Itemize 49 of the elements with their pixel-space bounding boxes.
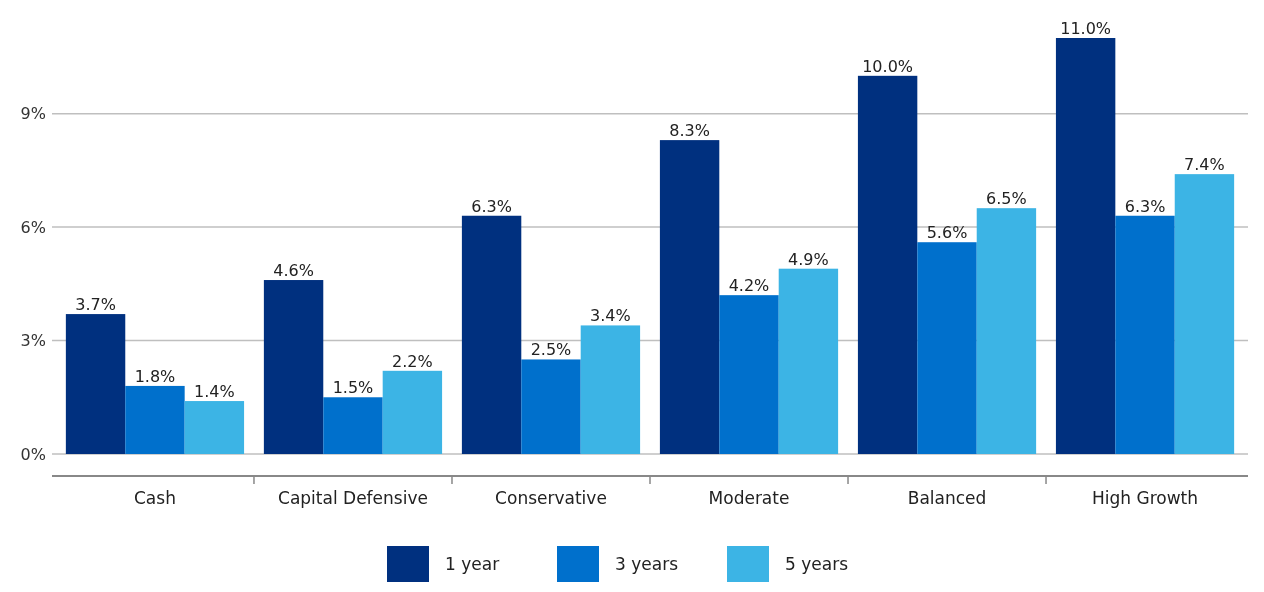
bar <box>1174 174 1235 454</box>
bar <box>1055 38 1116 454</box>
x-tick-label: Conservative <box>495 488 607 508</box>
y-tick-label: 6% <box>20 217 46 237</box>
data-label: 1.8% <box>134 366 176 386</box>
x-tick-label: Balanced <box>907 488 987 508</box>
bar <box>323 397 383 454</box>
x-tick-label: Capital Defensive <box>278 488 428 508</box>
bar <box>778 268 839 454</box>
legend-label: 1 year <box>445 553 500 574</box>
data-label: 4.9% <box>788 249 829 269</box>
bar <box>857 75 918 454</box>
bar <box>65 314 126 454</box>
bar <box>184 401 245 454</box>
data-label: 2.2% <box>392 351 433 371</box>
data-label: 3.4% <box>590 306 631 326</box>
bar <box>659 140 720 454</box>
bar <box>125 385 185 454</box>
data-label: 11.0% <box>1060 19 1112 38</box>
bar <box>382 370 443 454</box>
bar <box>461 215 522 454</box>
bar <box>521 359 581 454</box>
y-tick-label: 9% <box>20 104 46 124</box>
data-label: 1.4% <box>194 382 235 402</box>
data-label: 6.3% <box>471 196 512 216</box>
data-label: 4.6% <box>273 261 314 281</box>
data-label: 5.6% <box>926 223 968 243</box>
data-label: 6.5% <box>986 189 1027 209</box>
data-label: 4.2% <box>728 276 770 296</box>
legend-label: 3 years <box>615 553 679 574</box>
bar <box>976 208 1037 454</box>
data-label: 7.4% <box>1184 155 1225 175</box>
data-label: 10.0% <box>862 56 914 76</box>
bar <box>1115 215 1175 454</box>
x-tick-label: High Growth <box>1092 488 1199 508</box>
x-tick-label: Cash <box>134 488 176 508</box>
bar <box>917 242 977 454</box>
x-tick-label: Moderate <box>708 488 790 508</box>
y-tick-label: 3% <box>20 331 46 351</box>
data-label: 3.7% <box>75 295 116 315</box>
y-tick-label: 0% <box>20 444 46 464</box>
data-label: 8.3% <box>669 121 710 141</box>
bar <box>263 280 324 454</box>
data-label: 2.5% <box>530 340 572 360</box>
bar <box>719 295 779 454</box>
legend-label: 5 years <box>785 553 849 574</box>
bar <box>580 325 641 454</box>
data-label: 1.5% <box>332 378 374 398</box>
data-label: 6.3% <box>1124 196 1166 216</box>
